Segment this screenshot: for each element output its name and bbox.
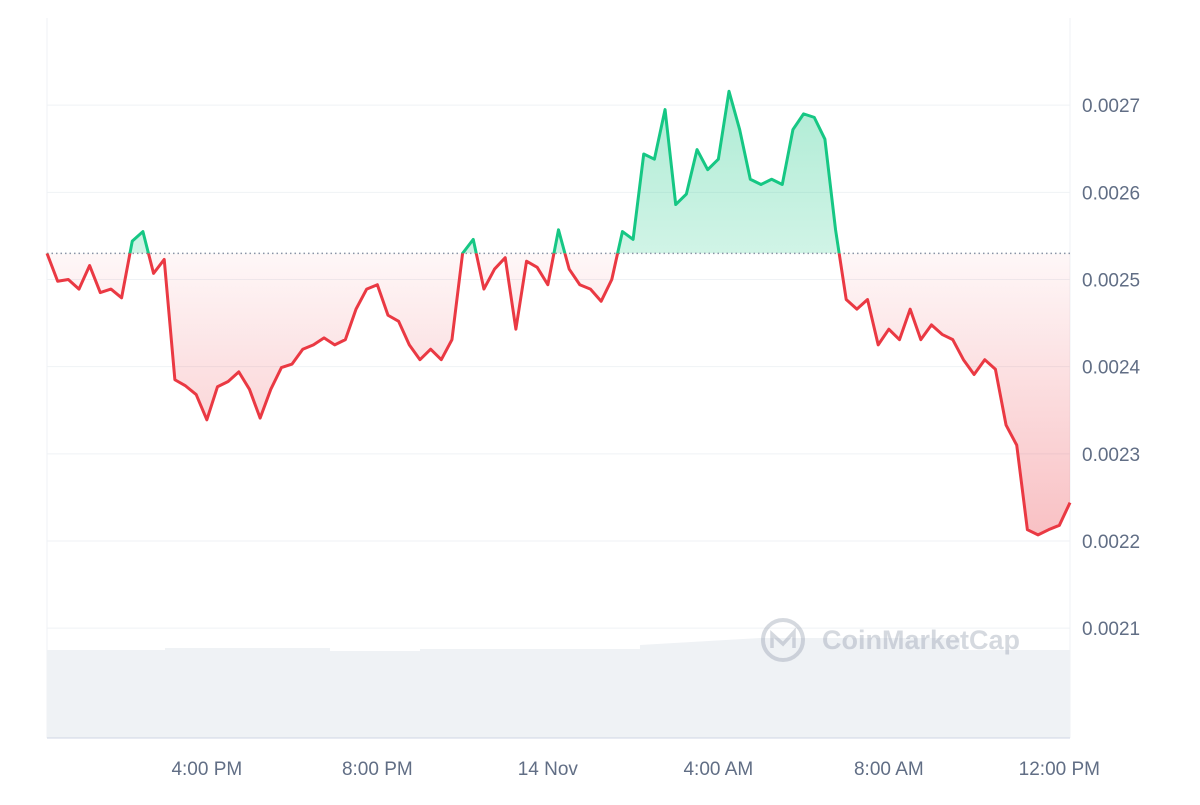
watermark-text: CoinMarketCap bbox=[822, 625, 1020, 655]
line-down bbox=[45, 253, 1072, 537]
x-tick-label: 12:00 PM bbox=[1019, 759, 1100, 780]
area-down bbox=[47, 253, 1070, 535]
y-tick-label: 0.0024 bbox=[1082, 358, 1141, 379]
x-tick-label: 8:00 AM bbox=[854, 759, 924, 780]
area-up bbox=[47, 91, 1070, 254]
volume-area bbox=[47, 638, 1070, 738]
y-tick-label: 0.0023 bbox=[1082, 445, 1140, 466]
x-tick-label: 8:00 PM bbox=[342, 759, 413, 780]
y-tick-label: 0.0022 bbox=[1082, 532, 1140, 553]
watermark: CoinMarketCap bbox=[761, 618, 1020, 662]
x-tick-label: 4:00 AM bbox=[683, 759, 753, 780]
y-tick-label: 0.0026 bbox=[1082, 183, 1140, 204]
x-tick-label: 4:00 PM bbox=[171, 759, 242, 780]
x-tick-label: 14 Nov bbox=[518, 759, 579, 780]
y-tick-label: 0.0025 bbox=[1082, 271, 1140, 292]
y-tick-label: 0.0027 bbox=[1082, 96, 1140, 117]
line-up bbox=[46, 89, 841, 254]
y-tick-label: 0.0021 bbox=[1082, 619, 1140, 640]
